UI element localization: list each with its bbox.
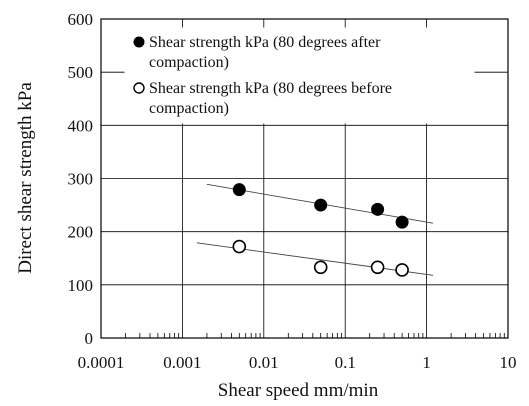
y-tick-labels: 0 100 200 300 400 500 600 <box>68 10 94 348</box>
plot-area <box>100 18 509 339</box>
y-tick-label: 400 <box>68 116 94 135</box>
legend-label-series-1-line-2: compaction) <box>149 54 229 71</box>
legend: Shear strength kPa (80 degrees after com… <box>124 27 475 124</box>
data-point-series-2 <box>313 260 328 275</box>
y-tick-label: 300 <box>68 170 94 189</box>
legend-marker-series-2 <box>133 82 145 94</box>
y-tick-label: 100 <box>68 276 94 295</box>
y-tick-label: 0 <box>85 329 94 348</box>
x-tick-label: 10 <box>500 353 517 372</box>
minor-ticks <box>125 333 505 338</box>
trend-lines <box>196 183 434 276</box>
y-tick-label: 500 <box>68 63 94 82</box>
data-point-series-2 <box>395 263 409 277</box>
data-point-series-2 <box>370 260 385 275</box>
x-tick-label: 0.001 <box>163 353 201 372</box>
y-tick-label: 200 <box>68 223 94 242</box>
legend-label-series-1-line-1: Shear strength kPa (80 degrees after <box>149 34 381 51</box>
y-tick-label: 600 <box>68 10 94 29</box>
legend-box <box>124 27 475 124</box>
y-axis-label: Direct shear strength kPa <box>15 82 36 274</box>
data-point-series-1 <box>314 198 328 212</box>
legend-marker-series-1 <box>133 36 145 48</box>
x-tick-label: 0.0001 <box>78 353 125 372</box>
data-point-series-1 <box>371 202 385 216</box>
legend-label-series-2-line-1: Shear strength kPa (80 degrees before <box>149 80 392 97</box>
data-point-series-2 <box>232 239 247 254</box>
data-point-series-1 <box>395 215 409 229</box>
x-tick-labels: 0.0001 0.001 0.01 0.1 1 10 <box>78 353 517 372</box>
data-points <box>232 183 409 277</box>
x-axis-label: Shear speed mm/min <box>218 380 379 401</box>
x-tick-label: 1 <box>422 353 431 372</box>
x-tick-label: 0.01 <box>249 353 279 372</box>
data-point-series-1 <box>232 183 246 197</box>
x-tick-label: 0.1 <box>335 353 356 372</box>
legend-label-series-2-line-2: compaction) <box>149 100 229 117</box>
